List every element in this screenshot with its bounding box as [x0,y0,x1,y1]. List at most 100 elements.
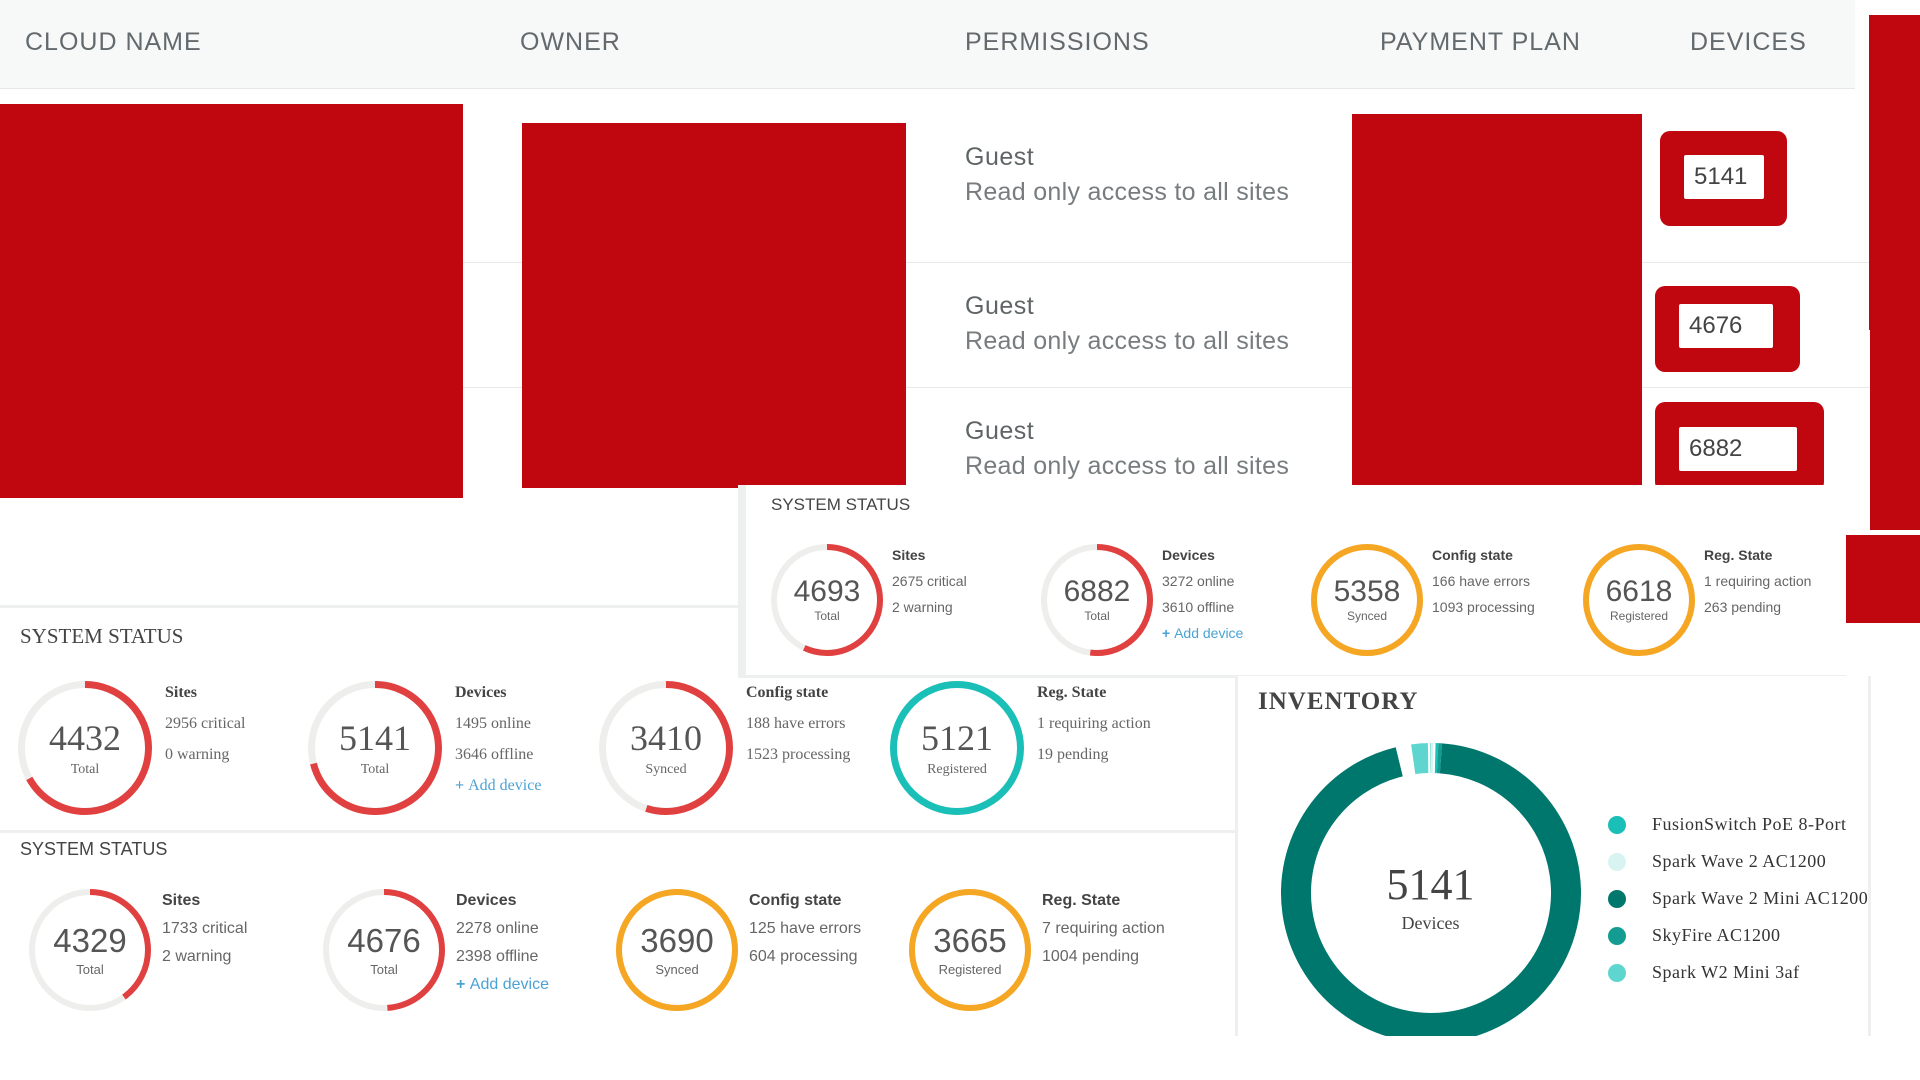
inventory-total: 5141 [1386,860,1475,909]
status-gauge[interactable]: 5141 Total [307,680,443,816]
gauge-ring [890,681,1024,815]
status-gauge[interactable]: 4676 Total [322,888,446,1012]
gauge-caption: Total [360,762,390,777]
cloud-table-header: CLOUD NAME OWNER PERMISSIONS PAYMENT PLA… [0,0,1855,89]
gauge-value: 4432 [49,718,121,758]
status-gauge[interactable]: 4432 Total [17,680,153,816]
status-detail: 1495 online [455,715,531,732]
gauge-ring [909,889,1031,1011]
gauge-fill [18,681,152,815]
status-detail: 3646 offline [455,746,534,763]
permission-title: Guest [965,143,1035,171]
devices-badge[interactable]: 6882 [1655,402,1824,492]
status-gauge[interactable]: 3690 Synced [615,888,739,1012]
status-gauge[interactable]: 6618 Registered [1582,543,1696,657]
status-detail: 188 have errors [746,715,846,732]
segment-separator [1409,744,1416,775]
column-header-payment-plan[interactable]: PAYMENT PLAN [1380,28,1581,56]
status-detail: 1733 critical [162,920,248,937]
gauge-fill [909,889,1031,1011]
status-gauge[interactable]: 3410 Synced [598,680,734,816]
status-gauge[interactable]: 5358 Synced [1310,543,1424,657]
status-gauge[interactable]: 3665 Registered [908,888,1032,1012]
gauge-value: 4693 [793,575,861,608]
inventory-segment [1281,743,1581,1043]
legend-label: Spark Wave 2 AC1200 [1652,851,1827,871]
status-gauge[interactable]: 5121 Registered [889,680,1025,816]
panel-title: SYSTEM STATUS [771,495,911,514]
gauge-value: 4329 [53,922,127,959]
legend-label: Spark Wave 2 Mini AC1200 [1652,888,1869,908]
permission-description: Read only access to all sites [965,178,1290,206]
gauge-caption: Registered [938,962,1002,977]
status-heading: Config state [1432,547,1513,563]
devices-badge[interactable]: 4676 [1655,286,1800,372]
status-heading: Config state [746,684,829,701]
redacted-edge [1869,15,1920,330]
gauge-ring [771,544,883,656]
add-device-link[interactable]: + Add device [1162,625,1243,641]
status-heading: Sites [162,892,201,909]
gauge-caption: Total [70,762,100,777]
gauge-caption: Total [814,609,840,623]
gauge-fill [308,681,442,815]
column-header-cloud-name[interactable]: CLOUD NAME [25,28,202,56]
plus-icon: + [456,976,470,993]
gauge-fill [323,889,445,1011]
gauge-caption: Registered [927,762,987,777]
status-heading: Devices [456,892,517,909]
status-detail: 7 requiring action [1042,920,1165,937]
plus-icon: + [455,777,469,794]
column-header-permissions[interactable]: PERMISSIONS [965,28,1150,56]
gauge-caption: Total [76,962,104,977]
gauge-value: 6882 [1063,575,1131,608]
status-gauge[interactable]: 4329 Total [28,888,152,1012]
status-detail: 19 pending [1037,746,1109,763]
status-detail: 3610 offline [1162,599,1235,615]
gauge-fill [771,544,883,656]
gauge-fill [599,681,733,815]
add-device-link[interactable]: + Add device [456,976,549,994]
panel-title: SYSTEM STATUS [20,839,168,859]
legend-label: Spark W2 Mini 3af [1652,962,1800,982]
gauge-fill [1311,544,1423,656]
gauge-ring [1311,544,1423,656]
gauge-value: 4676 [347,922,421,959]
status-heading: Config state [749,892,842,909]
plus-icon: + [1162,625,1175,641]
status-heading: Sites [892,547,926,563]
status-detail: 604 processing [749,948,858,965]
gauge-caption: Total [370,962,398,977]
status-gauge[interactable]: 4693 Total [770,543,884,657]
gauge-ring [29,889,151,1011]
status-heading: Sites [165,684,197,701]
redacted-payment-plan [1352,114,1642,486]
status-heading: Reg. State [1042,892,1121,909]
legend-label: SkyFire AC1200 [1652,925,1781,945]
permission-description: Read only access to all sites [965,452,1290,480]
column-header-devices[interactable]: DEVICES [1690,28,1807,56]
status-gauge[interactable]: 6882 Total [1040,543,1154,657]
permission-description: Read only access to all sites [965,327,1290,355]
legend-swatch [1608,853,1626,871]
column-header-owner[interactable]: OWNER [520,28,621,56]
devices-count: 6882 [1679,427,1797,471]
gauge-value: 5358 [1333,575,1401,608]
table-row[interactable]: Guest Read only access to all sites [0,387,1860,487]
status-detail: 2278 online [456,920,539,937]
panel-bottom-edge [1235,1036,1920,1080]
status-detail: 3272 online [1162,573,1235,589]
gauge-fill [29,889,151,1011]
gauge-value: 3690 [640,922,714,959]
gauge-ring [18,681,152,815]
gauge-caption: Total [1084,609,1110,623]
devices-badge[interactable]: 5141 [1660,131,1787,226]
gauge-ring [599,681,733,815]
table-row[interactable]: Guest Read only access to all sites [0,262,1860,387]
redacted-cloud-name [0,104,463,498]
status-heading: Reg. State [1037,684,1107,701]
gauge-ring [308,681,442,815]
status-heading: Devices [1162,547,1215,563]
add-device-link[interactable]: + Add device [455,777,541,795]
table-row[interactable]: Guest Read only access to all sites [0,88,1860,262]
